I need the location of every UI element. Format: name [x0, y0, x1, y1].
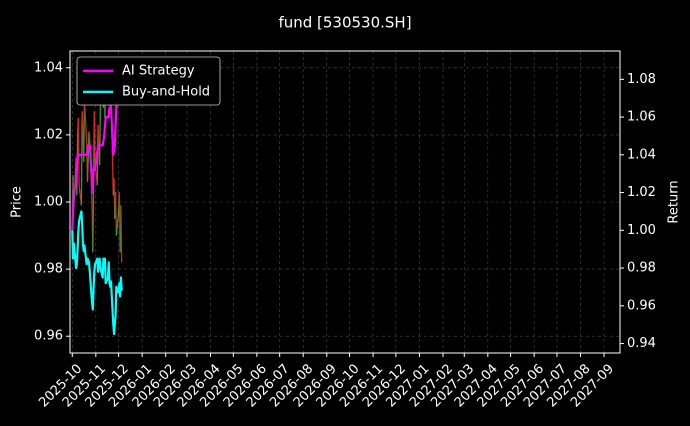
left-tick-label: 1.02 [34, 127, 63, 142]
price-segment [120, 205, 123, 263]
right-tick-label: 1.00 [627, 223, 656, 238]
right-axis-ticks: 0.94 0.96 0.98 1.00 1.02 1.04 1.06 1.08 [620, 72, 656, 351]
right-axis-label: Return [667, 180, 682, 223]
price-segment [88, 131, 91, 139]
price-segment [93, 111, 96, 162]
left-tick-label: 0.96 [34, 329, 63, 344]
left-tick-label: 1.00 [34, 195, 63, 210]
legend: AI Strategy Buy-and-Hold [76, 56, 221, 106]
left-axis-label: Price [10, 186, 25, 218]
right-tick-label: 0.98 [627, 261, 656, 276]
price-segment [114, 191, 117, 236]
left-axis-ticks: 0.96 0.98 1.00 1.02 1.04 [34, 60, 70, 344]
price-segment [80, 111, 83, 206]
price-segment [97, 124, 100, 145]
right-tick-label: 1.02 [627, 185, 656, 200]
price-segment [83, 101, 88, 142]
price-segment [77, 118, 80, 186]
return-series [71, 78, 123, 336]
legend-label-ai-strategy: AI Strategy [122, 64, 195, 79]
price-segment [98, 104, 102, 166]
price-segment [86, 158, 89, 182]
legend-label-buy-and-hold: Buy-and-Hold [122, 85, 210, 100]
series-line-buy-and-hold [71, 210, 123, 336]
right-tick-label: 1.04 [627, 147, 656, 162]
price-segment [92, 191, 95, 253]
series-line-ai-strategy [71, 78, 122, 231]
left-tick-label: 1.04 [34, 60, 63, 75]
x-axis-ticks: 2025-102025-112025-122026-012026-022026-… [36, 353, 617, 410]
chart-title: fund [530530.SH] [278, 14, 411, 32]
price-segment [83, 101, 86, 162]
left-tick-label: 0.98 [34, 262, 63, 277]
right-tick-label: 1.08 [627, 72, 656, 87]
right-tick-label: 1.06 [627, 110, 656, 125]
price-segment [115, 212, 120, 236]
right-tick-label: 0.96 [627, 298, 656, 313]
right-tick-label: 0.94 [627, 336, 656, 351]
price-segment [81, 111, 84, 132]
